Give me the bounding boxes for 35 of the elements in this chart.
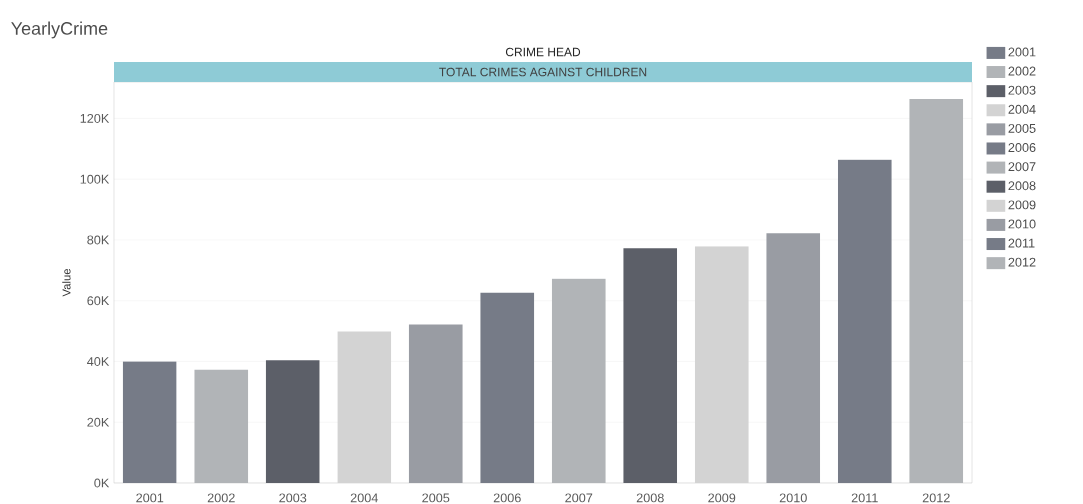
y-tick-label: 0K [94,478,110,488]
legend-label: 2002 [1008,66,1036,76]
x-tick-label: 2005 [422,493,450,503]
x-tick-label: 2004 [350,493,378,503]
legend-label: 2005 [1008,123,1036,133]
chart-title: YearlyCrime [11,21,108,39]
x-tick-label: 2008 [636,493,664,503]
x-tick-label: 2011 [851,493,878,503]
legend-label: 2006 [1008,143,1036,153]
x-tick-label: 2003 [279,493,307,503]
x-tick-label: 2007 [565,493,593,503]
legend-label: 2008 [1008,181,1036,191]
legend-label: 2007 [1008,162,1036,172]
y-tick-label: 80K [87,235,110,245]
x-tick-label: 2006 [493,493,521,503]
chart-subtitle: CRIME HEAD [505,47,581,57]
x-tick-label: 2001 [136,493,164,503]
legend-label: 2010 [1008,219,1036,229]
x-tick-label: 2002 [207,493,235,503]
legend-label: 2001 [1008,47,1036,57]
legend-label: 2004 [1008,104,1036,114]
text: TOTAL CRIMES AGAINST CHILDREN [439,67,647,77]
legend-label: 2012 [1008,257,1036,267]
y-tick-label: 20K [87,417,110,427]
y-tick-label: 100K [80,174,110,184]
legend-label: 2003 [1008,85,1036,95]
x-tick-label: 2012 [922,493,950,503]
y-tick-label: 60K [87,296,110,306]
legend-label: 2009 [1008,200,1036,210]
y-axis-title: Value [62,268,71,297]
legend-label: 2011 [1008,238,1035,248]
x-tick-label: 2009 [708,493,736,503]
y-tick-label: 40K [87,357,110,366]
x-tick-label: 2010 [779,493,807,503]
y-tick-label: 120K [80,113,110,123]
